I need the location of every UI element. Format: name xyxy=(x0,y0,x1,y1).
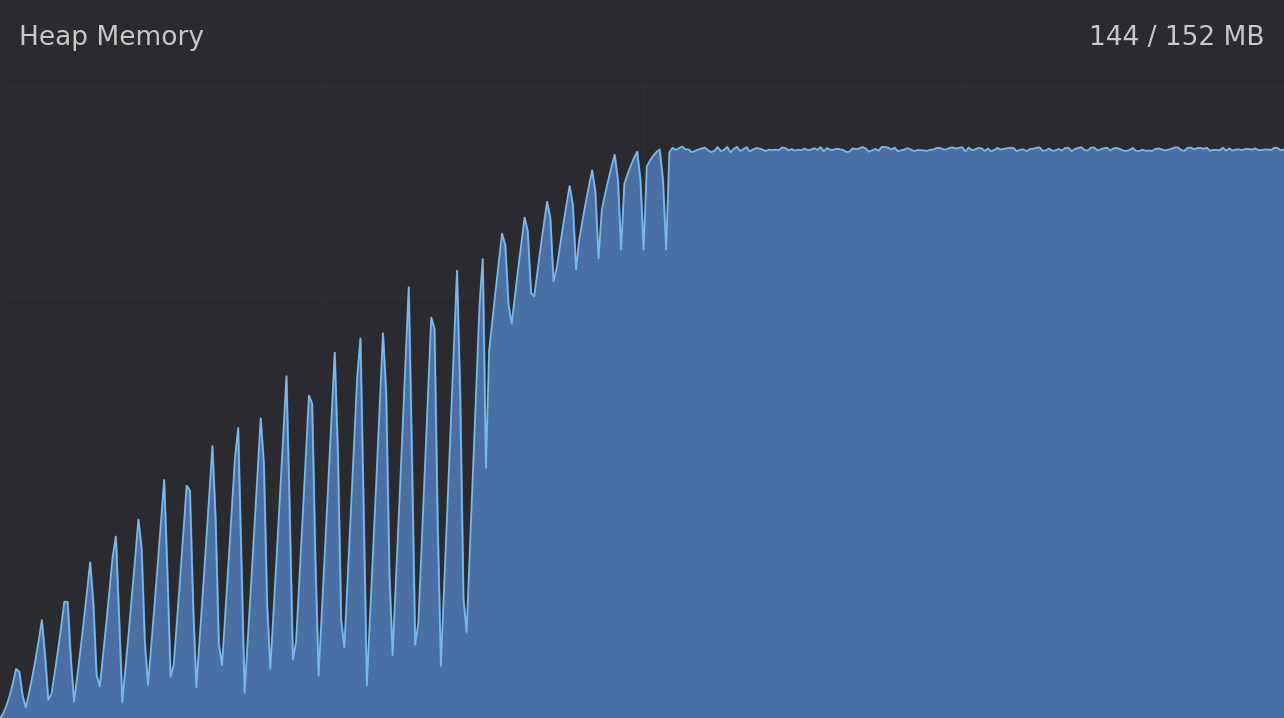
Text: 144 / 152 MB: 144 / 152 MB xyxy=(1089,25,1265,51)
Text: Heap Memory: Heap Memory xyxy=(19,25,204,51)
